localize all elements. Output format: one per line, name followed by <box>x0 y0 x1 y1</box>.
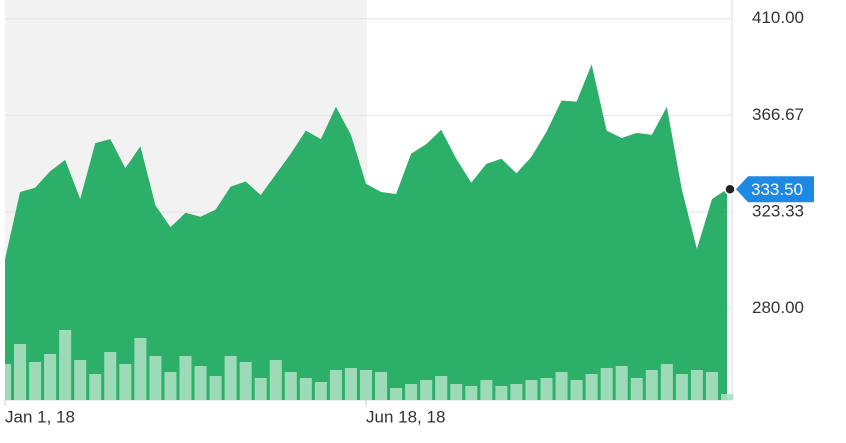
volume-bar <box>14 344 27 400</box>
volume-bar <box>344 368 357 400</box>
volume-bar <box>435 376 448 400</box>
volume-bar <box>405 384 418 400</box>
y-tick-label: 366.67 <box>752 105 804 124</box>
volume-bar <box>390 388 403 400</box>
volume-bar <box>269 360 282 400</box>
volume-bar <box>465 386 478 400</box>
volume-bar <box>74 360 87 400</box>
y-tick-label: 280.00 <box>752 298 804 317</box>
volume-bar <box>675 374 688 400</box>
volume-bar <box>690 370 703 400</box>
y-tick-label: 410.00 <box>752 8 804 27</box>
volume-bar <box>359 370 373 400</box>
volume-bar <box>224 356 237 400</box>
x-tick-label: Jan 1, 18 <box>5 407 75 426</box>
volume-bar <box>194 366 207 400</box>
volume-bar <box>209 376 222 400</box>
volume-bar <box>164 372 177 400</box>
volume-bar <box>495 386 508 400</box>
price-tag-label: 333.50 <box>751 180 803 199</box>
volume-bar <box>254 378 267 400</box>
volume-bar <box>329 370 342 400</box>
volume-bar <box>239 362 252 400</box>
volume-bar <box>705 372 718 400</box>
volume-bar <box>29 362 42 400</box>
volume-bar <box>720 394 734 400</box>
volume-bar <box>615 366 628 400</box>
price-area <box>5 64 727 400</box>
volume-bar <box>510 384 523 400</box>
volume-bar <box>540 378 553 400</box>
x-tick-label: Jun 18, 18 <box>366 407 445 426</box>
volume-bar <box>420 380 433 400</box>
price-tag <box>736 176 814 203</box>
volume-bar <box>480 380 493 400</box>
price-dot <box>724 183 736 196</box>
volume-bar <box>450 384 463 400</box>
volume-bar <box>375 372 388 400</box>
volume-bar <box>59 330 72 400</box>
volume-bar <box>134 338 147 400</box>
volume-bar <box>179 356 192 400</box>
volume-bar <box>104 352 117 400</box>
volume-bar <box>570 380 583 400</box>
volume-bar <box>600 368 613 400</box>
volume-bar <box>299 378 312 400</box>
volume-bar <box>5 364 12 400</box>
volume-bar <box>119 364 132 400</box>
volume-bar <box>525 380 538 400</box>
volume-bar <box>284 372 297 400</box>
volume-bar <box>555 372 568 400</box>
volume-bar <box>149 356 162 400</box>
volume-bar <box>314 382 327 400</box>
volume-bar <box>44 354 57 400</box>
y-tick-label: 323.33 <box>752 201 804 220</box>
volume-bar <box>645 370 658 400</box>
volume-bar <box>89 374 102 400</box>
volume-bar <box>660 364 673 400</box>
volume-bar <box>630 378 643 400</box>
volume-bar <box>585 374 598 400</box>
